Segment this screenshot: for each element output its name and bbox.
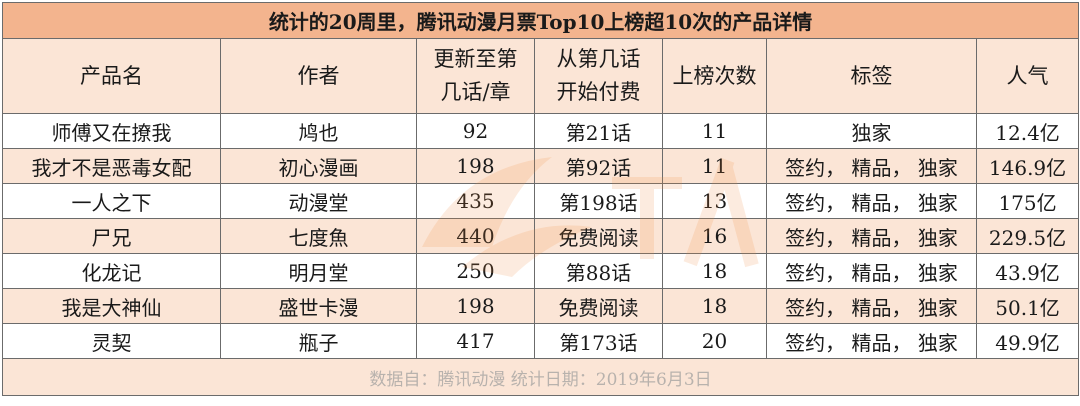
cell-name: 化龙记: [2, 253, 221, 289]
cell-updated-to: 440: [416, 218, 535, 254]
cell-paid-from: 第21话: [534, 113, 663, 149]
cell-popularity: 229.5亿: [975, 218, 1080, 254]
cell-updated-to: 250: [416, 253, 535, 289]
cell-tags: 签约， 精品， 独家: [766, 253, 977, 289]
cell-updated-to: 198: [416, 148, 535, 184]
header-line: 更新至第: [433, 47, 518, 71]
header-updated-to: 更新至第几话/章: [416, 38, 535, 114]
header-rank-count: 上榜次数: [662, 38, 767, 114]
header-line: 标签: [850, 63, 893, 88]
cell-paid-from: 第88话: [534, 253, 663, 289]
cell-updated-to: 198: [416, 288, 535, 324]
cell-popularity: 175亿: [975, 183, 1080, 219]
header-name: 产品名: [2, 38, 221, 114]
header-paid-from: 从第几话 开始付费: [534, 38, 663, 114]
header-line: 从第几话: [556, 47, 641, 71]
cell-tags: 签约， 精品， 独家: [766, 288, 977, 324]
cell-rank-count: 11: [662, 148, 767, 184]
cell-author: 盛世卡漫: [220, 288, 417, 324]
table-row: 师傅又在撩我 鸠也 92 第21话 11 独家 12.4亿: [2, 113, 1080, 149]
cell-author: 瓶子: [220, 323, 417, 359]
cell-paid-from: 免费阅读: [534, 288, 663, 324]
table-row: 我才不是恶毒女配 初心漫画 198 第92话 11 签约， 精品， 独家 146.9亿: [2, 148, 1080, 184]
stats-table: 统计的20周里，腾讯动漫月票Top10上榜超10次的产品详情 产品名 作者 更新至第…: [1, 2, 1080, 396]
table-body: 师傅又在撩我 鸠也 92 第21话 11 独家 12.4亿 我才不是恶毒女配 初心漫画 198 第9…: [2, 113, 1080, 359]
footer-row: 数据自：腾讯动漫 统计日期：2019年6月3日: [1, 358, 1080, 396]
header-line: 开始付费: [556, 80, 641, 104]
cell-rank-count: 18: [662, 288, 767, 324]
table-title: 统计的20周里，腾讯动漫月票Top10上榜超10次的产品详情: [1, 2, 1080, 39]
table-row: 一人之下 动漫堂 435 第198话 13 签约， 精品， 独家 175亿: [2, 183, 1080, 219]
header-line: 上榜次数: [672, 63, 757, 88]
cell-updated-to: 417: [416, 323, 535, 359]
cell-popularity: 12.4亿: [975, 113, 1080, 149]
cell-name: 我是大神仙: [2, 288, 221, 324]
header-author: 作者: [220, 38, 417, 114]
header-line: 作者: [297, 63, 340, 88]
cell-rank-count: 16: [662, 218, 767, 254]
cell-author: 初心漫画: [220, 148, 417, 184]
cell-author: 明月堂: [220, 253, 417, 289]
cell-author: 鸠也: [220, 113, 417, 149]
header-tags: 标签: [766, 38, 977, 114]
header-row: 产品名 作者 更新至第 几话/章 从第几话 开始付费 上榜次数 标签 人气: [2, 38, 1080, 114]
cell-popularity: 50.1亿: [975, 288, 1080, 324]
cell-rank-count: 11: [662, 113, 767, 149]
cell-updated-to: 435: [416, 183, 535, 219]
cell-tags: 签约， 精品， 独家: [766, 323, 977, 359]
cell-rank-count: 13: [662, 183, 767, 219]
cell-rank-count: 20: [662, 323, 767, 359]
cell-author: 动漫堂: [220, 183, 417, 219]
header-line: 几话/章: [440, 80, 511, 104]
cell-paid-from: 第198话: [534, 183, 663, 219]
table-row: 灵契 瓶子 417 第173话 20 签约， 精品， 独家 49.9亿: [2, 323, 1080, 359]
cell-popularity: 49.9亿: [975, 323, 1080, 359]
cell-paid-from: 免费阅读: [534, 218, 663, 254]
cell-name: 尸兄: [2, 218, 221, 254]
cell-name: 一人之下: [2, 183, 221, 219]
cell-author: 七度魚: [220, 218, 417, 254]
cell-tags: 签约， 精品， 独家: [766, 218, 977, 254]
header-popularity: 人气: [975, 38, 1080, 114]
cell-name: 师傅又在撩我: [2, 113, 221, 149]
cell-name: 灵契: [2, 323, 221, 359]
title-row: 统计的20周里，腾讯动漫月票Top10上榜超10次的产品详情: [1, 2, 1080, 39]
cell-paid-from: 第92话: [534, 148, 663, 184]
cell-updated-to: 92: [416, 113, 535, 149]
cell-name: 我才不是恶毒女配: [2, 148, 221, 184]
table-row: 我是大神仙 盛世卡漫 198 免费阅读 18 签约， 精品， 独家 50.1亿: [2, 288, 1080, 324]
cell-tags: 签约， 精品， 独家: [766, 183, 977, 219]
header-line: 产品名: [80, 63, 143, 88]
table-row: 化龙记 明月堂 250 第88话 18 签约， 精品， 独家 43.9亿: [2, 253, 1080, 289]
source-note: 数据自：腾讯动漫 统计日期：2019年6月3日: [1, 358, 1080, 396]
cell-rank-count: 18: [662, 253, 767, 289]
cell-tags: 签约， 精品， 独家: [766, 148, 977, 184]
cell-tags: 独家: [766, 113, 977, 149]
cell-popularity: 146.9亿: [975, 148, 1080, 184]
cell-paid-from: 第173话: [534, 323, 663, 359]
table-row: 尸兄 七度魚 440 免费阅读 16 签约， 精品， 独家 229.5亿: [2, 218, 1080, 254]
cell-popularity: 43.9亿: [975, 253, 1080, 289]
header-line: 人气: [1006, 63, 1049, 88]
